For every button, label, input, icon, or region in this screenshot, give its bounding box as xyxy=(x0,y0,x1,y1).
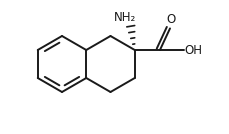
Text: O: O xyxy=(166,13,175,26)
Text: OH: OH xyxy=(184,44,202,57)
Text: NH₂: NH₂ xyxy=(113,11,135,24)
